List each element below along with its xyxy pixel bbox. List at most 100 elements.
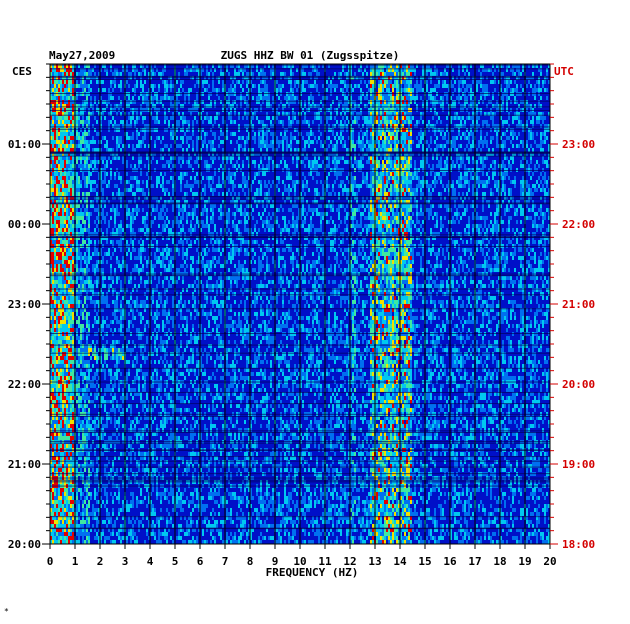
spectrogram-cell xyxy=(376,188,378,192)
spectrogram-cell xyxy=(196,144,198,148)
spectrogram-cell xyxy=(470,148,472,152)
spectrogram-cell xyxy=(466,144,468,148)
spectrogram-cell xyxy=(64,200,66,204)
spectrogram-cell xyxy=(398,96,400,100)
spectrogram-cell xyxy=(530,132,532,136)
spectrogram-cell xyxy=(166,80,168,84)
spectrogram-cell xyxy=(80,84,82,88)
spectrogram-cell xyxy=(194,68,196,72)
spectrogram-cell xyxy=(378,164,380,168)
spectrogram-cell xyxy=(350,100,352,104)
spectrogram-cell xyxy=(372,100,374,104)
spectrogram-cell xyxy=(300,160,302,164)
spectrogram-cell xyxy=(108,112,110,116)
spectrogram-cell xyxy=(198,136,200,140)
spectrogram-cell xyxy=(52,172,54,176)
spectrogram-cell xyxy=(400,148,402,152)
spectrogram-cell xyxy=(50,116,52,120)
spectrogram-cell xyxy=(482,172,484,176)
spectrogram-cell xyxy=(410,200,412,204)
spectrogram-cell xyxy=(204,164,206,168)
spectrogram-cell xyxy=(260,140,262,144)
spectrogram-cell xyxy=(410,184,412,188)
spectrogram-cell xyxy=(186,68,188,72)
spectrogram-cell xyxy=(334,88,336,92)
spectrogram-cell xyxy=(408,128,410,132)
spectrogram-cell xyxy=(312,104,314,108)
spectrogram-cell xyxy=(110,96,112,100)
spectrogram-cell xyxy=(248,96,250,100)
spectrogram-cell xyxy=(434,148,436,152)
spectrogram-cell xyxy=(208,184,210,188)
spectrogram-cell xyxy=(206,68,208,72)
spectrogram-cell xyxy=(150,176,152,180)
spectrogram-cell xyxy=(234,88,236,92)
spectrogram-cell xyxy=(184,208,186,212)
spectrogram-cell xyxy=(198,68,200,72)
spectrogram-cell xyxy=(114,208,116,212)
spectrogram-cell xyxy=(520,72,522,76)
spectrogram-cell xyxy=(106,184,108,188)
spectrogram-cell xyxy=(404,188,406,192)
spectrogram-cell xyxy=(364,144,366,148)
spectrogram-cell xyxy=(170,144,172,148)
spectrogram-cell xyxy=(130,188,132,192)
spectrogram-cell xyxy=(230,120,232,124)
spectrogram-cell xyxy=(150,128,152,132)
spectrogram-cell xyxy=(362,124,364,128)
spectrogram-cell xyxy=(388,160,390,164)
spectrogram-cell xyxy=(404,196,406,200)
spectrogram-cell xyxy=(544,180,546,184)
spectrogram-cell xyxy=(118,188,120,192)
spectrogram-cell xyxy=(68,144,70,148)
spectrogram-cell xyxy=(66,160,68,164)
spectrogram-cell xyxy=(546,68,548,72)
spectrogram-cell xyxy=(68,192,70,196)
spectrogram-cell xyxy=(176,100,178,104)
spectrogram-cell xyxy=(532,184,534,188)
spectrogram-cell xyxy=(76,104,78,108)
spectrogram-cell xyxy=(228,156,230,160)
spectrogram-cell xyxy=(396,96,398,100)
spectrogram-cell xyxy=(178,120,180,124)
spectrogram-cell xyxy=(68,112,70,116)
spectrogram-cell xyxy=(200,128,202,132)
spectrogram-cell xyxy=(506,100,508,104)
spectrogram-cell xyxy=(142,64,144,68)
spectrogram-cell xyxy=(304,104,306,108)
spectrogram-cell xyxy=(254,192,256,196)
spectrogram-cell xyxy=(114,104,116,108)
spectrogram-cell xyxy=(482,64,484,68)
spectrogram-cell xyxy=(420,188,422,192)
spectrogram-cell xyxy=(154,208,156,212)
spectrogram-cell xyxy=(410,112,412,116)
spectrogram-cell xyxy=(446,116,448,120)
spectrogram-cell xyxy=(506,196,508,200)
spectrogram-cell xyxy=(504,144,506,148)
spectrogram-cell xyxy=(312,212,314,216)
spectrogram-cell xyxy=(518,204,520,208)
spectrogram-cell xyxy=(294,136,296,140)
spectrogram-cell xyxy=(266,200,268,204)
spectrogram-cell xyxy=(548,192,550,196)
spectrogram-cell xyxy=(448,104,450,108)
spectrogram-cell xyxy=(354,76,356,80)
spectrogram-cell xyxy=(114,80,116,84)
spectrogram-cell xyxy=(382,192,384,196)
spectrogram-cell xyxy=(442,104,444,108)
spectrogram-cell xyxy=(470,88,472,92)
spectrogram-cell xyxy=(388,116,390,120)
spectrogram-cell xyxy=(86,104,88,108)
spectrogram-cell xyxy=(118,136,120,140)
spectrogram-cell xyxy=(60,148,62,152)
spectrogram-cell xyxy=(218,184,220,188)
spectrogram-cell xyxy=(286,140,288,144)
spectrogram-cell xyxy=(110,168,112,172)
spectrogram-cell xyxy=(90,164,92,168)
spectrogram-cell xyxy=(130,116,132,120)
spectrogram-cell xyxy=(222,156,224,160)
spectrogram-cell xyxy=(172,164,174,168)
spectrogram-cell xyxy=(384,184,386,188)
spectrogram-cell xyxy=(60,140,62,144)
spectrogram-cell xyxy=(266,144,268,148)
